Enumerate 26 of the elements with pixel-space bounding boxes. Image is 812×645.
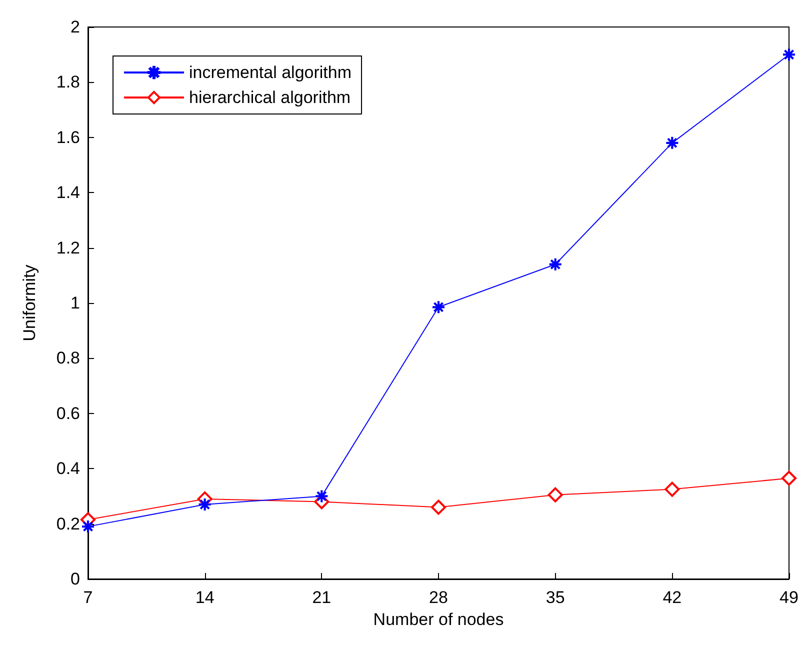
y-tick-label: 1.2 [56,238,80,258]
y-tick-label: 0.8 [56,348,80,368]
y-tick-label: 0.2 [56,514,80,534]
y-tick-label: 1.4 [56,183,80,202]
point [664,482,680,497]
y-tick-label: 0.6 [56,404,80,423]
y-tick-label: 1.6 [56,128,80,147]
legend-label: incremental algorithm [189,63,352,82]
y-tick-label: 0 [70,570,80,588]
x-tick-label: 28 [429,588,448,607]
x-tick-label: 21 [312,588,332,607]
point [431,500,446,515]
x-tick-label: 14 [195,588,214,607]
x-tick-label: 7 [83,588,93,607]
point [548,487,563,502]
y-tick-label: 0.4 [56,459,80,478]
x-axis-title: Number of nodes [373,610,504,629]
y-tick-label: 1.8 [56,72,80,92]
x-tick-label: 35 [546,588,565,607]
y-tick-label: 1 [70,294,80,312]
point [782,470,796,486]
x-tick-label: 49 [780,588,798,607]
x-tick-label: 42 [662,588,682,607]
y-axis-title: Uniformity [20,264,39,342]
legend-label: hierarchical algorithm [189,88,351,107]
y-tick-label: 2 [70,18,80,36]
